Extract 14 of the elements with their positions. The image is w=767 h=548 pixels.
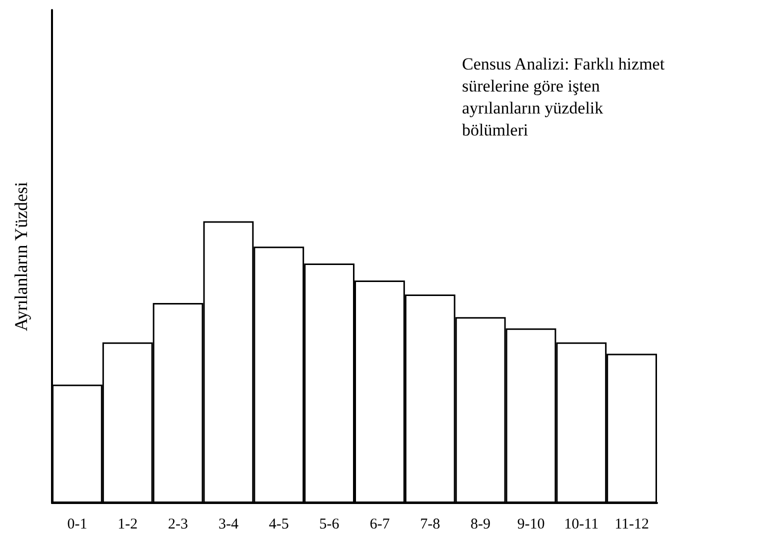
x-tick-label: 11-12 (614, 516, 650, 532)
x-tick-label: 7-8 (420, 516, 440, 532)
x-tick-label: 10-11 (564, 516, 599, 532)
x-tick-label: 5-6 (319, 516, 340, 532)
x-tick-label: 6-7 (370, 516, 390, 532)
x-tick-label: 8-9 (470, 516, 491, 532)
x-tick-label: 1-2 (118, 516, 138, 532)
x-tick-label: 3-4 (218, 516, 239, 532)
chart-title: Census Analizi: Farklı hizmet sürelerine göre işten ayrılanların yüzdelik bölümleri (462, 54, 669, 140)
y-axis-title: Ayrılanların Yüzdesi (11, 182, 31, 332)
x-tick-label: 9-10 (517, 516, 545, 532)
x-tick-label: 4-5 (268, 516, 289, 532)
x-tick-label: 2-3 (168, 516, 188, 532)
x-tick-label: 0-1 (67, 516, 88, 532)
